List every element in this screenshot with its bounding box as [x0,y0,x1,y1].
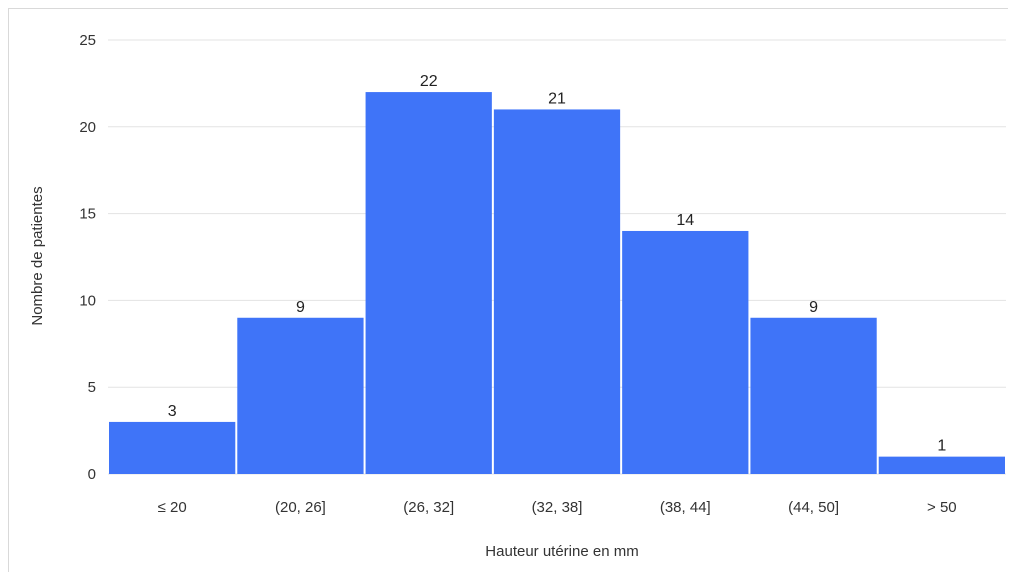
bar [622,230,749,474]
bar [237,317,364,474]
x-tick-label: (32, 38] [532,499,583,516]
y-tick-label: 15 [79,206,96,223]
x-axis-title: Hauteur utérine en mm [485,543,638,560]
bar [109,421,236,474]
bar [493,109,621,474]
bar-value-label: 1 [937,438,946,455]
x-tick-label: (44, 50] [788,499,839,516]
x-tick-label: ≤ 20 [158,499,187,516]
y-tick-label: 0 [88,466,96,483]
bar-value-label: 9 [296,299,305,316]
x-tick-label: (20, 26] [275,499,326,516]
bar-value-label: 21 [548,90,566,107]
y-tick-labels: 0 5 10 15 20 25 [79,32,96,483]
y-axis-title: Nombre de patientes [29,186,46,325]
x-tick-label: (26, 32] [403,499,454,516]
y-tick-label: 5 [88,379,96,396]
bars [109,92,1005,474]
bar-value-label: 14 [676,212,694,229]
bar [878,456,1005,474]
x-tick-label: (38, 44] [660,499,711,516]
x-tick-labels: ≤ 20 (20, 26] (26, 32] (32, 38] (38, 44] (44,… [158,499,957,516]
bar [750,317,877,474]
bar-value-label: 9 [809,299,818,316]
y-tick-label: 10 [79,292,96,309]
y-tick-label: 20 [79,119,96,136]
x-tick-label: > 50 [927,499,957,516]
bar [365,92,492,474]
y-tick-label: 25 [79,32,96,49]
data-labels: 3 9 22 21 14 9 1 [168,73,947,455]
bar-value-label: 3 [168,403,177,420]
bar-value-label: 22 [420,73,438,90]
